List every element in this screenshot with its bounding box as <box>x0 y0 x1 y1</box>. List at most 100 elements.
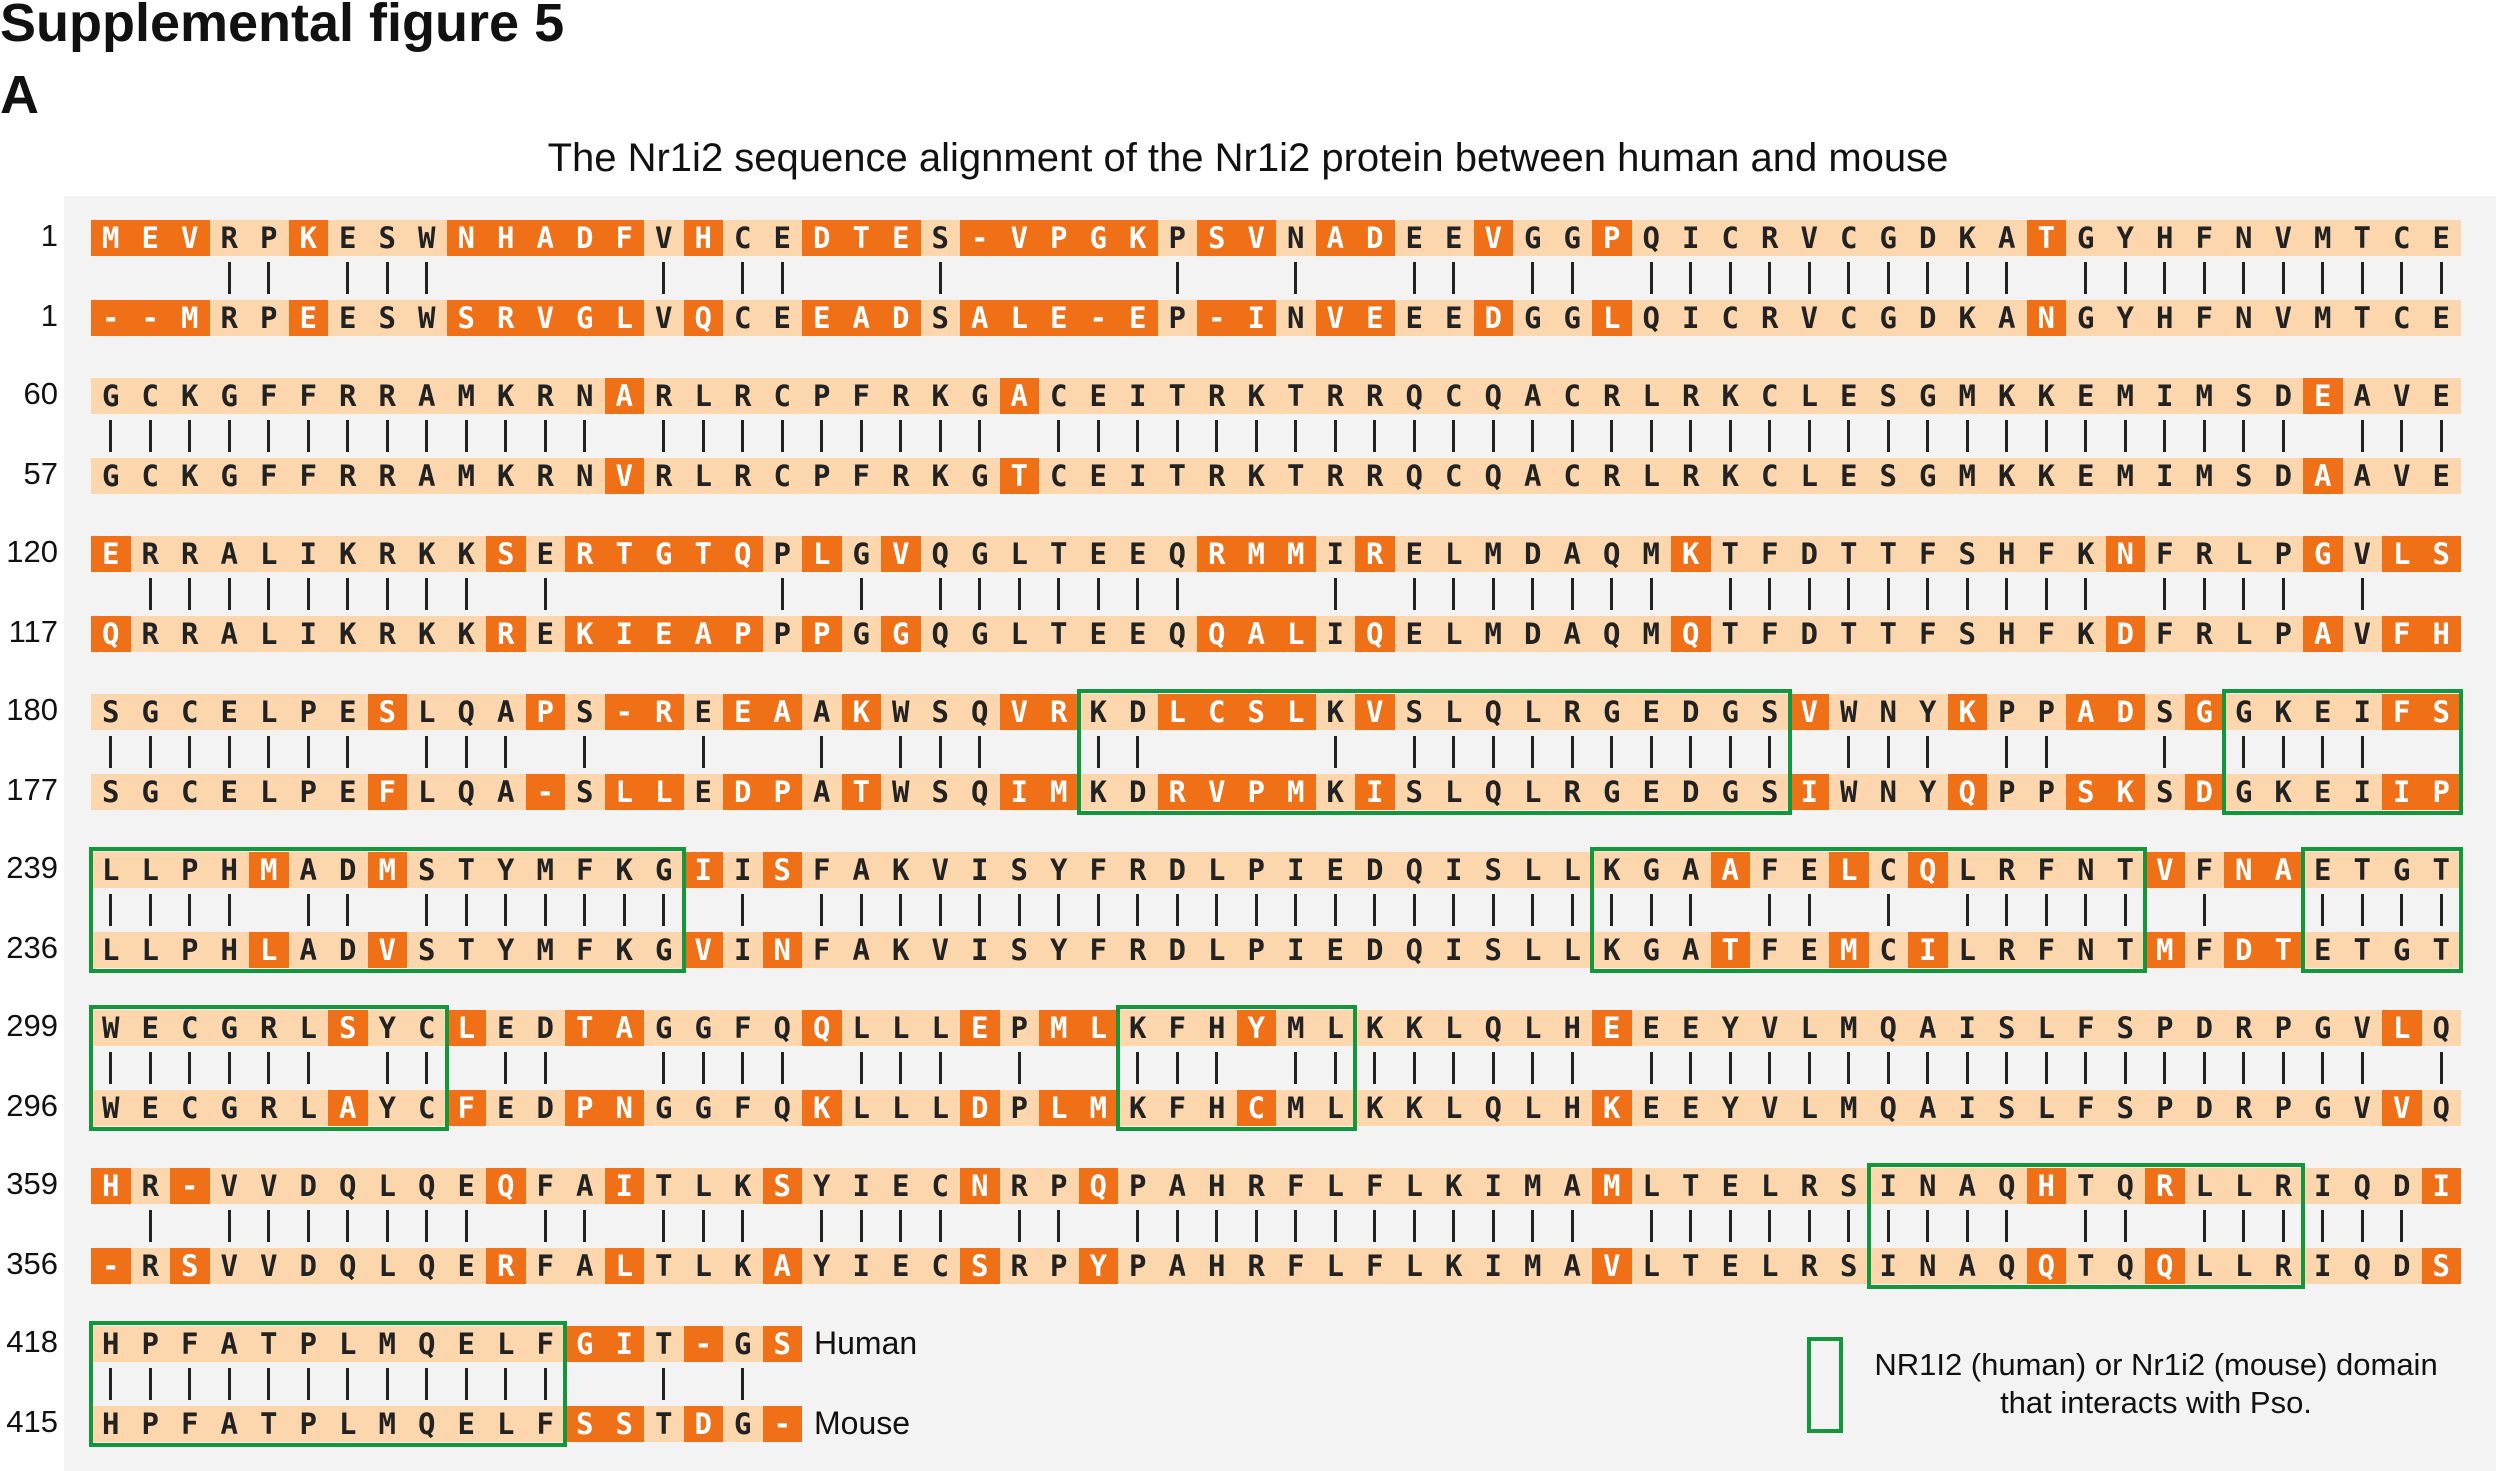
mouse-residue: L <box>1315 1248 1355 1284</box>
mouse-residue: L <box>920 1090 960 1126</box>
human-residue: A <box>1552 536 1592 572</box>
human-residue: R <box>1039 694 1079 730</box>
human-residue: L <box>2224 1168 2264 1204</box>
human-residue: K <box>1710 378 1750 414</box>
mouse-residue: E <box>802 300 842 336</box>
human-residue: V <box>999 220 1039 256</box>
mouse-residue: E <box>1355 300 1395 336</box>
mouse-residue: D <box>2382 1248 2422 1284</box>
human-start-number: 239 <box>6 850 58 885</box>
identity-bar <box>2321 894 2325 926</box>
mouse-residue: L <box>1513 1090 1553 1126</box>
mouse-residue: A <box>565 1248 605 1284</box>
identity-bar <box>306 1210 310 1242</box>
identity-bar <box>1452 578 1456 610</box>
mouse-residue: R <box>1987 932 2027 968</box>
human-residue: P <box>1039 1168 1079 1204</box>
identity-bar <box>2360 736 2364 768</box>
identity-bar <box>109 1052 113 1084</box>
human-residue: A <box>1671 852 1711 888</box>
identity-bar <box>1728 578 1732 610</box>
mouse-residue: C <box>762 458 802 494</box>
mouse-residue: T <box>2066 1248 2106 1284</box>
mouse-residue: Q <box>1473 1090 1513 1126</box>
human-residue: Q <box>446 694 486 730</box>
mouse-residue: A <box>1947 1248 1987 1284</box>
identity-bar <box>1491 894 1495 926</box>
human-residue: G <box>960 536 1000 572</box>
mouse-residue: R <box>1355 458 1395 494</box>
identity-bar <box>2044 1052 2048 1084</box>
human-residue: K <box>170 378 210 414</box>
mouse-residue: D <box>1118 774 1158 810</box>
mouse-residue: R <box>1315 458 1355 494</box>
mouse-residue: F <box>1750 932 1790 968</box>
mouse-residue: L <box>683 458 723 494</box>
identity-bar <box>938 1210 942 1242</box>
identity-bar <box>1017 1210 1021 1242</box>
identity-bar <box>1847 1210 1851 1242</box>
human-residue: L <box>683 1168 723 1204</box>
human-residue: E <box>328 694 368 730</box>
identity-bar <box>1175 578 1179 610</box>
mouse-residue: K <box>1078 774 1118 810</box>
mouse-residue: S <box>446 300 486 336</box>
identity-bar <box>1847 578 1851 610</box>
identity-bar <box>1807 894 1811 926</box>
human-residue: A <box>407 378 447 414</box>
mouse-residue: A <box>1552 616 1592 652</box>
mouse-residue: C <box>1829 300 1869 336</box>
human-residue: Q <box>1592 536 1632 572</box>
human-residue: E <box>1315 852 1355 888</box>
mouse-residue: R <box>209 300 249 336</box>
mouse-residue: E <box>1829 458 1869 494</box>
human-residue: T <box>1671 1168 1711 1204</box>
human-residue: I <box>604 1168 644 1204</box>
identity-bar <box>2163 736 2167 768</box>
mouse-residue: E <box>1118 300 1158 336</box>
human-residue: Y <box>1236 1010 1276 1046</box>
identity-bar <box>306 894 310 926</box>
mouse-residue: A <box>209 1406 249 1442</box>
mouse-residue: R <box>1789 1248 1829 1284</box>
human-residue: H <box>1197 1168 1237 1204</box>
human-residue: D <box>2105 694 2145 730</box>
mouse-residue: L <box>841 1090 881 1126</box>
mouse-residue: K <box>723 1248 763 1284</box>
human-residue: S <box>2421 536 2461 572</box>
mouse-residue: A <box>841 300 881 336</box>
human-residue: E <box>328 220 368 256</box>
mouse-residue: E <box>881 1248 921 1284</box>
human-residue: H <box>2026 1168 2066 1204</box>
identity-bar <box>1768 262 1772 294</box>
mouse-residue: T <box>2342 300 2382 336</box>
identity-bar <box>2400 1210 2404 1242</box>
mouse-residue: S <box>367 300 407 336</box>
human-residue: Q <box>1987 1168 2027 1204</box>
identity-bar <box>1373 1210 1377 1242</box>
mouse-residue: L <box>604 1248 644 1284</box>
mouse-residue: C <box>1434 458 1474 494</box>
identity-bar <box>1570 578 1574 610</box>
identity-bar <box>1570 1210 1574 1242</box>
mouse-residue: V <box>920 932 960 968</box>
identity-bar <box>1491 736 1495 768</box>
mouse-residue: C <box>2382 300 2422 336</box>
mouse-residue: - <box>91 1248 131 1284</box>
human-residue: P <box>1118 1168 1158 1204</box>
identity-bar <box>583 420 587 452</box>
alignment-title: The Nr1i2 sequence alignment of the Nr1i… <box>547 136 1949 180</box>
human-residue: E <box>2303 852 2343 888</box>
human-residue: Y <box>802 1168 842 1204</box>
identity-bar <box>978 736 982 768</box>
human-residue: D <box>2263 378 2303 414</box>
human-residue: Q <box>802 1010 842 1046</box>
human-residue: I <box>723 852 763 888</box>
mouse-residue: I <box>1236 300 1276 336</box>
mouse-residue: W <box>407 300 447 336</box>
mouse-residue: G <box>841 616 881 652</box>
mouse-residue: - <box>762 1406 802 1442</box>
